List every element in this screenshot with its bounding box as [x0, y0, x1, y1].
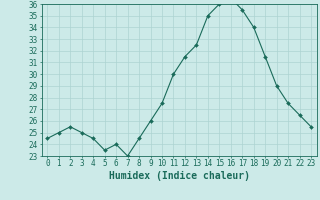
X-axis label: Humidex (Indice chaleur): Humidex (Indice chaleur) — [109, 171, 250, 181]
